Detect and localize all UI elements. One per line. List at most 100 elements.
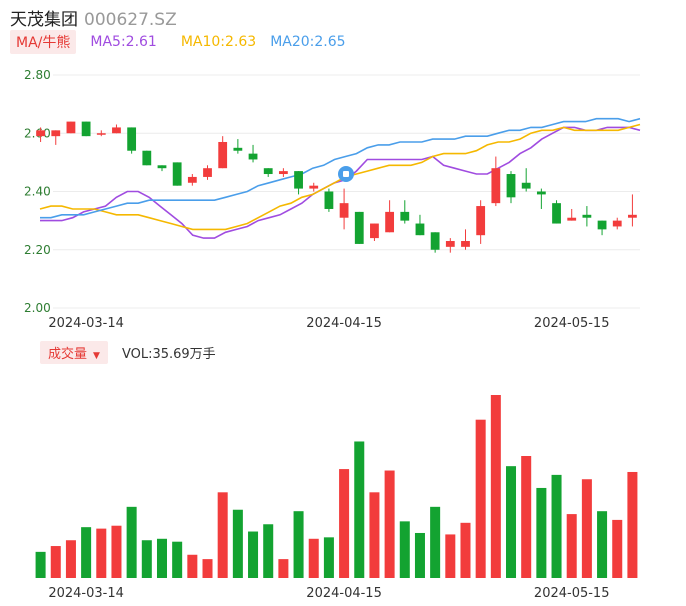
date-label: 2024-03-14 bbox=[48, 316, 124, 331]
date-label: 2024-05-15 bbox=[534, 316, 610, 331]
caret-down-icon: ▼ bbox=[93, 350, 100, 361]
volume-bar bbox=[627, 471, 638, 578]
event-marker-glyph bbox=[343, 171, 349, 177]
candle-body bbox=[536, 191, 546, 195]
volume-bar bbox=[612, 519, 623, 578]
stock-title: 天茂集团 000627.SZ bbox=[10, 5, 177, 30]
candle-body bbox=[127, 127, 137, 151]
candle-body bbox=[354, 211, 364, 244]
ma20-line bbox=[40, 117, 641, 219]
y-tick-label: 2.20 bbox=[24, 243, 51, 257]
candle-body bbox=[400, 211, 410, 221]
price-grid bbox=[53, 74, 640, 309]
candle-body bbox=[628, 214, 637, 218]
candle-body bbox=[415, 223, 425, 236]
volume-bar bbox=[521, 456, 532, 578]
candle-body bbox=[567, 217, 577, 221]
candle-body bbox=[385, 211, 395, 233]
candle-body bbox=[445, 241, 455, 247]
candle-body bbox=[36, 130, 45, 137]
y-tick-label: 2.00 bbox=[24, 301, 51, 315]
moving-averages bbox=[39, 117, 641, 239]
volume-bar bbox=[399, 521, 410, 578]
candle-body bbox=[370, 223, 379, 239]
candle-body bbox=[339, 203, 349, 218]
candle-body bbox=[430, 232, 440, 250]
volume-bar bbox=[597, 511, 608, 578]
candle-body bbox=[157, 165, 167, 169]
volume-date-axis: 2024-03-14 2024-04-15 2024-05-15 bbox=[48, 586, 609, 601]
volume-bar bbox=[369, 492, 380, 578]
volume-bar bbox=[156, 538, 167, 578]
candle-body bbox=[233, 147, 243, 151]
volume-bar bbox=[96, 528, 107, 578]
price-y-axis: 2.002.202.402.602.80 bbox=[24, 68, 51, 315]
volume-bar bbox=[65, 540, 76, 578]
candle-body bbox=[172, 162, 182, 186]
ma-indicator-tab[interactable]: MA/牛熊 bbox=[10, 30, 77, 54]
candle-body bbox=[51, 130, 61, 137]
candle-body bbox=[582, 214, 592, 218]
date-label: 2024-03-14 bbox=[48, 586, 124, 601]
volume-bar bbox=[384, 470, 395, 578]
ma-legend: MA/牛熊 MA5:2.61 MA10:2.63 MA20:2.65 bbox=[10, 30, 346, 54]
volume-bar bbox=[581, 479, 592, 578]
volume-bar bbox=[445, 534, 456, 578]
volume-bar bbox=[263, 524, 274, 578]
candle-body bbox=[552, 203, 561, 224]
volume-bar bbox=[172, 541, 183, 578]
candle-body bbox=[218, 141, 228, 169]
volume-bars bbox=[35, 395, 638, 578]
price-date-axis: 2024-03-14 2024-04-15 2024-05-15 bbox=[48, 316, 609, 331]
volume-bar bbox=[217, 492, 228, 578]
candle-body bbox=[248, 153, 258, 160]
candle-body bbox=[203, 168, 212, 177]
volume-bar bbox=[490, 395, 501, 578]
date-label: 2024-04-15 bbox=[306, 316, 382, 331]
candle-body bbox=[263, 168, 273, 175]
ma20-legend: MA20:2.65 bbox=[270, 34, 346, 50]
candle-body bbox=[112, 127, 121, 134]
volume-bar bbox=[460, 522, 471, 578]
candle-body bbox=[66, 121, 76, 134]
volume-legend: 成交量 ▼ VOL:35.69万手 bbox=[40, 340, 216, 364]
volume-bar bbox=[551, 474, 562, 578]
volume-bar bbox=[111, 525, 122, 578]
volume-bar bbox=[278, 559, 289, 578]
volume-bar bbox=[475, 419, 486, 578]
volume-bar bbox=[339, 469, 350, 578]
candle-body bbox=[597, 220, 607, 230]
volume-bar bbox=[323, 537, 334, 578]
ma5-line bbox=[40, 126, 641, 239]
volume-bar bbox=[35, 551, 46, 578]
candle-body bbox=[476, 206, 486, 236]
candle-body bbox=[187, 176, 197, 183]
stock-name: 天茂集团 bbox=[10, 10, 78, 30]
volume-bar bbox=[248, 531, 259, 578]
candle-body bbox=[96, 133, 106, 135]
candle-body bbox=[309, 185, 319, 189]
volume-bar bbox=[141, 540, 152, 578]
ma10-line bbox=[39, 123, 641, 231]
volume-tab-label: 成交量 bbox=[48, 346, 88, 362]
volume-bar bbox=[308, 538, 319, 578]
volume-indicator-tab[interactable]: 成交量 ▼ bbox=[40, 340, 108, 364]
candle-body bbox=[324, 191, 334, 209]
volume-bar bbox=[430, 506, 441, 578]
candle-body bbox=[294, 171, 303, 189]
candle-body bbox=[142, 150, 152, 166]
volume-bar bbox=[126, 506, 137, 578]
event-marker[interactable] bbox=[338, 166, 354, 182]
volume-bar bbox=[566, 514, 577, 578]
candle-body bbox=[612, 220, 622, 227]
volume-bar bbox=[354, 441, 365, 578]
stock-code: 000627.SZ bbox=[84, 10, 177, 30]
y-tick-label: 2.80 bbox=[24, 68, 51, 82]
candle-body bbox=[278, 171, 288, 175]
candle-body bbox=[521, 182, 531, 189]
volume-bar bbox=[50, 546, 61, 578]
candle-body bbox=[81, 121, 91, 137]
volume-bar bbox=[187, 554, 198, 578]
candle-body bbox=[461, 241, 470, 247]
